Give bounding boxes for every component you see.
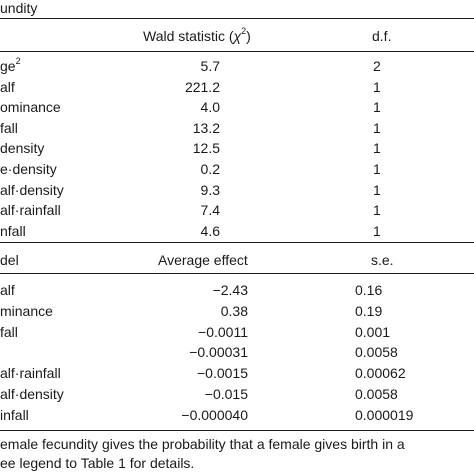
model-row-average: −2.43	[212, 282, 248, 298]
fixed-row-df: 1	[373, 161, 381, 177]
model-row-average: −0.015	[204, 386, 248, 402]
model-row-term: alf	[0, 282, 15, 298]
fixed-row-term: fall	[0, 119, 18, 136]
model-row-se: 0.0058	[355, 344, 398, 361]
fixed-row-wald: 221.2	[184, 78, 220, 95]
fixed-row-df: 1	[373, 78, 381, 95]
fixed-row-term: alf·rainfall	[0, 202, 61, 219]
fixed-row-df: 2	[373, 58, 381, 74]
footnote-line-1: emale fecundity gives the probability th…	[0, 436, 405, 452]
fixed-row-term: ge2	[0, 56, 21, 74]
fixed-row-wald: 0.2	[200, 161, 220, 177]
fixed-row-term: e·density	[0, 161, 57, 177]
header-df: d.f.	[372, 28, 392, 44]
top-rule	[0, 18, 474, 19]
fixed-row-term: nfall	[0, 222, 26, 239]
fixed-row-df: 1	[373, 181, 381, 198]
model-row-se: 0.19	[355, 302, 383, 319]
fixed-row-wald: 12.5	[192, 140, 220, 157]
model-row-average: −0.000040	[181, 406, 248, 423]
model-row-se: 0.00062	[355, 365, 406, 382]
fixed-row-wald: 4.0	[200, 99, 220, 116]
section-rule	[0, 242, 474, 243]
model-row-term: alf·rainfall	[0, 365, 61, 382]
fixed-row-df: 1	[373, 222, 381, 239]
footnote-line-2: ee legend to Table 1 for details.	[0, 455, 195, 471]
fixed-row-wald: 9.3	[200, 181, 220, 198]
fixed-row-df: 1	[373, 202, 381, 219]
model-row-term: minance	[0, 302, 53, 319]
model-row-average: −0.0011	[198, 323, 248, 340]
model-row-se: 0.000019	[355, 406, 414, 423]
model-row-average: −0.00031	[189, 344, 248, 361]
fixed-row-wald: 5.7	[200, 58, 220, 74]
fixed-row-df: 1	[373, 119, 381, 136]
fixed-row-df: 1	[373, 99, 381, 116]
header-model: del	[0, 252, 19, 268]
model-row-average: 0.38	[220, 302, 248, 319]
bottom-rule	[0, 430, 474, 431]
header-average-effect: Average effect	[158, 252, 248, 268]
model-row-se: 0.16	[355, 282, 383, 298]
fixed-row-wald: 13.2	[192, 119, 220, 136]
fixed-row-term: ominance	[0, 99, 61, 116]
model-row-se: 0.0058	[355, 386, 398, 402]
fixed-row-df: 1	[373, 140, 381, 157]
model-row-average: −0.0015	[197, 365, 248, 382]
header-se: s.e.	[371, 252, 394, 268]
header-rule	[0, 51, 474, 52]
model-row-term: infall	[0, 406, 29, 423]
model-row-term: fall	[0, 323, 18, 340]
model-row-term: alf·density	[0, 386, 64, 402]
fixed-row-term: density	[0, 140, 45, 157]
fixed-row-wald: 7.4	[200, 202, 220, 219]
fixed-row-wald: 4.6	[200, 222, 220, 239]
model-row-se: 0.001	[355, 323, 391, 340]
model-header-rule	[0, 273, 474, 274]
header-wald-statistic: Wald statistic (χ2)	[143, 26, 251, 44]
fixed-row-term: alf·density	[0, 181, 64, 198]
table-caption: undity	[0, 0, 38, 16]
fixed-row-term: alf	[0, 78, 15, 95]
